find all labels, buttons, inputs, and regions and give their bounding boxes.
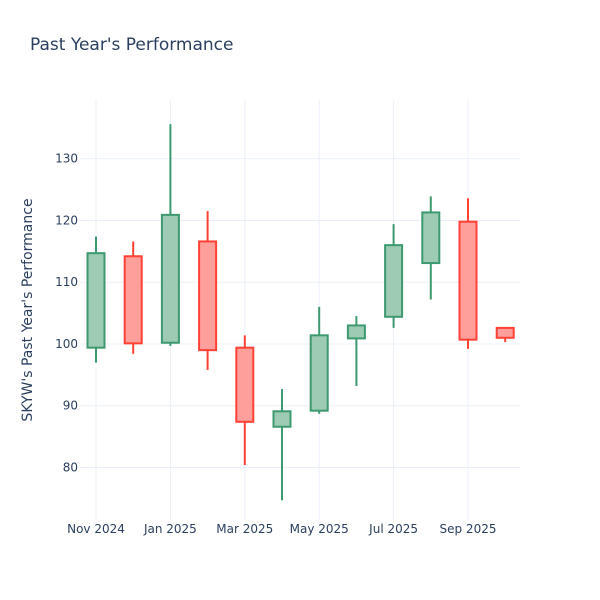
y-axis-ticks: 80 90 100 110 120 130	[55, 152, 78, 475]
candle-increasing	[272, 389, 292, 501]
y-tick-label: 90	[63, 399, 78, 413]
y-tick-label: 120	[55, 213, 78, 227]
x-tick-label: May 2025	[290, 522, 349, 536]
candle-body	[123, 255, 143, 345]
y-axis-label: SKYW's Past Year's Performance	[20, 198, 36, 421]
candle-decreasing	[458, 198, 478, 349]
y-tick-label: 80	[63, 461, 78, 475]
candle-increasing	[421, 196, 441, 300]
candle-body	[495, 326, 515, 339]
y-tick-label: 100	[55, 337, 78, 351]
x-tick-label: Mar 2025	[216, 522, 273, 536]
y-tick-label: 110	[55, 275, 78, 289]
candle-body	[458, 220, 478, 341]
grid-layer	[80, 100, 520, 520]
candle-body	[198, 240, 218, 352]
y-tick-label: 130	[55, 152, 78, 166]
chart-title: Past Year's Performance	[30, 35, 234, 55]
candle-body	[235, 346, 255, 423]
x-tick-label: Jan 2025	[143, 522, 197, 536]
candle-body	[384, 244, 404, 318]
candle-body	[346, 324, 366, 340]
candle-decreasing	[198, 211, 218, 370]
candle-increasing	[384, 224, 404, 328]
candle-increasing	[346, 316, 366, 386]
candle-body	[272, 410, 292, 428]
candle-body	[309, 334, 329, 412]
candle-increasing	[160, 124, 180, 346]
x-tick-label: Jul 2025	[368, 522, 418, 536]
candle-increasing	[86, 236, 106, 363]
x-tick-label: Sep 2025	[440, 522, 497, 536]
candle-increasing	[309, 306, 329, 414]
candle-decreasing	[235, 335, 255, 466]
candle-body	[160, 213, 180, 344]
x-axis-ticks: Nov 2024 Jan 2025 Mar 2025 May 2025 Jul 2025…	[67, 522, 496, 536]
candle-body	[86, 252, 106, 349]
candle-decreasing	[123, 241, 143, 354]
x-tick-label: Nov 2024	[67, 522, 125, 536]
candle-body	[421, 211, 441, 265]
candle-decreasing	[495, 326, 515, 343]
candle-layer	[86, 124, 515, 501]
